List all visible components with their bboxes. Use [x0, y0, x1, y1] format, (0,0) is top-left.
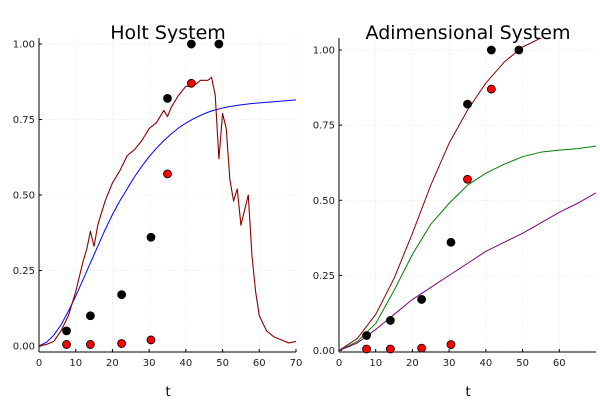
holt-point-black-4	[164, 94, 172, 102]
holt-point-red-3	[147, 336, 155, 344]
holt-ytick-label-4: 1.00	[13, 40, 35, 51]
adim-xtick-label-4: 40	[479, 358, 492, 369]
adim-xtick-label-1: 10	[369, 358, 382, 369]
holt-system-xlabel: t	[165, 385, 170, 400]
holt-point-red-4	[164, 170, 172, 178]
holt-point-black-3	[147, 233, 155, 241]
adim-point-red-5	[487, 85, 495, 93]
adim-xtick-label-0: 0	[336, 358, 342, 369]
holt-system-title: Holt System	[110, 22, 226, 44]
adim-point-black-6	[515, 46, 523, 54]
holt-series-group	[39, 77, 296, 346]
adim-xtick-label-6: 60	[553, 358, 566, 369]
holt-system-panel: Holt System t 0 10 20 30 40 50 60 70 0.00 0.25 0.5…	[13, 22, 303, 400]
holt-xtick-label-2: 20	[106, 358, 119, 369]
holt-ytick-label-3: 0.75	[13, 115, 35, 126]
adim-xtick-label-5: 50	[516, 358, 529, 369]
holt-xtick-label-5: 50	[216, 358, 229, 369]
adim-point-black-0	[363, 331, 371, 339]
holt-point-red-1	[86, 340, 94, 348]
holt-line-simulation	[39, 77, 296, 346]
adim-point-black-5	[487, 46, 495, 54]
adim-xtick-label-2: 20	[406, 358, 419, 369]
holt-ytick-label-2: 0.50	[13, 191, 35, 202]
adim-xtick-label-3: 30	[443, 358, 456, 369]
holt-point-black-2	[118, 291, 126, 299]
adim-ytick-label-3: 0.75	[313, 121, 335, 132]
adim-point-red-0	[363, 345, 371, 353]
holt-xtick-label-7: 70	[290, 358, 303, 369]
adim-point-red-4	[464, 175, 472, 183]
adim-ytick-label-4: 1.00	[313, 46, 335, 57]
adim-point-black-1	[386, 316, 394, 324]
holt-xtick-label-4: 40	[179, 358, 192, 369]
adim-ytick-label-2: 0.50	[313, 196, 335, 207]
holt-line-model	[39, 100, 296, 346]
adimensional-system-title: Adimensional System	[366, 22, 571, 44]
adim-point-black-4	[464, 100, 472, 108]
adim-point-black-2	[418, 295, 426, 303]
adim-ytick-label-1: 0.25	[313, 271, 335, 282]
holt-ytick-label-0: 0.00	[13, 341, 35, 352]
holt-point-black-6	[215, 40, 223, 48]
adim-point-black-3	[447, 238, 455, 246]
holt-point-red-2	[118, 340, 126, 348]
adimensional-system-panel: Adimensional System t 0 10 20 30 40 50 60 0.00 0…	[313, 22, 596, 400]
holt-point-black-0	[63, 327, 71, 335]
adim-series-group	[339, 32, 596, 351]
adim-ytick-label-0: 0.00	[313, 346, 335, 357]
holt-xtick-label-3: 30	[143, 358, 156, 369]
holt-ytick-label-1: 0.25	[13, 266, 35, 277]
holt-point-red-0	[63, 340, 71, 348]
holt-xtick-label-1: 10	[69, 358, 82, 369]
holt-xtick-label-6: 60	[253, 358, 266, 369]
holt-point-black-5	[187, 40, 195, 48]
adim-point-red-1	[386, 345, 394, 353]
adimensional-system-xlabel: t	[465, 385, 470, 400]
holt-xtick-label-0: 0	[36, 358, 42, 369]
holt-point-red-5	[187, 79, 195, 87]
holt-point-black-1	[86, 312, 94, 320]
adim-line-purple	[339, 193, 596, 351]
adim-point-red-3	[447, 340, 455, 348]
adim-point-red-2	[418, 344, 426, 352]
